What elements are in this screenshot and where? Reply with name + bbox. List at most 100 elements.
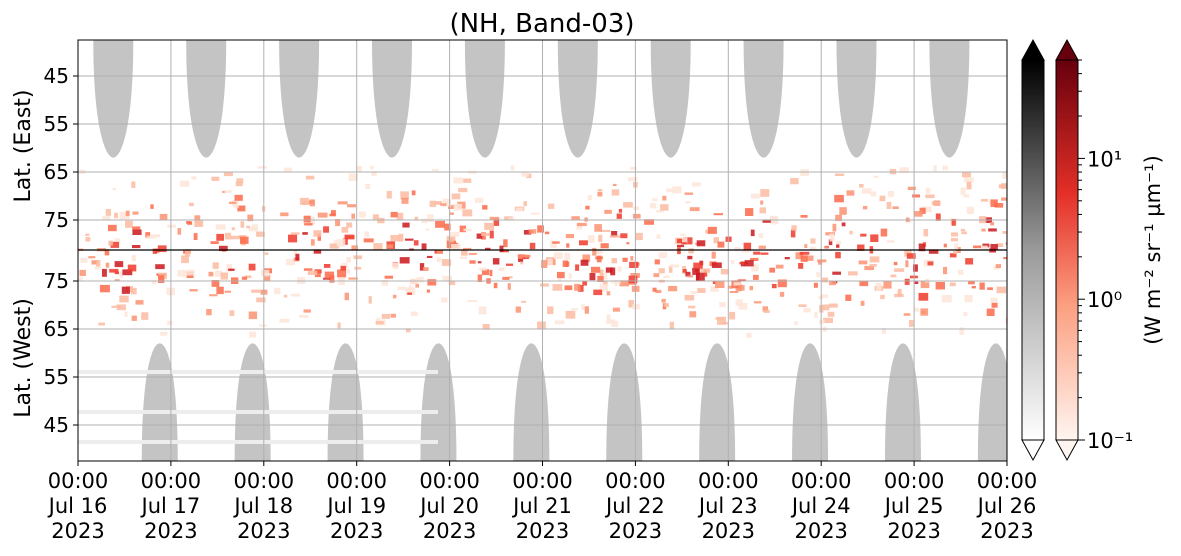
aurora-cell	[467, 300, 477, 303]
aurora-cell	[210, 241, 219, 244]
aurora-cell	[390, 211, 398, 218]
aurora-cell	[323, 264, 331, 268]
aurora-cell	[611, 258, 617, 264]
aurora-cell	[132, 245, 141, 249]
aurora-cell	[738, 285, 745, 291]
aurora-cell	[462, 209, 473, 217]
aurora-cell	[337, 201, 348, 205]
aurora-cell	[587, 195, 592, 201]
east-grey-lobe	[464, 40, 505, 158]
aurora-cell	[626, 242, 630, 245]
aurora-cell	[323, 226, 329, 233]
aurora-cell	[759, 207, 766, 214]
aurora-cell	[396, 212, 404, 221]
aurora-cell	[189, 202, 194, 207]
aurora-cell	[116, 304, 126, 311]
aurora-cell	[256, 297, 266, 303]
aurora-cell	[611, 280, 621, 284]
aurora-cell	[633, 206, 640, 211]
aurora-cell	[216, 233, 224, 241]
aurora-cell	[632, 304, 640, 310]
aurora-cell	[331, 210, 336, 216]
aurora-cell	[256, 231, 265, 237]
aurora-cell	[130, 287, 137, 295]
aurora-cell	[727, 285, 733, 289]
aurora-cell	[860, 300, 865, 306]
aurora-cell	[669, 321, 674, 330]
aurora-cell	[630, 273, 636, 277]
aurora-cell	[982, 243, 990, 248]
aurora-cell	[822, 277, 828, 283]
aurora-cell	[790, 229, 796, 238]
aurora-cell	[280, 212, 289, 217]
aurora-cell	[961, 231, 967, 235]
aurora-cell	[507, 283, 511, 290]
aurora-cell	[630, 256, 634, 261]
aurora-cell	[800, 255, 808, 262]
aurora-cell	[591, 266, 601, 273]
colorbar-tick-label: 10⁻¹	[1087, 429, 1133, 453]
aurora-cell	[109, 268, 119, 273]
west-grey-lobe	[977, 343, 1007, 461]
aurora-cell	[883, 281, 892, 289]
aurora-cell	[758, 233, 764, 238]
aurora-cell	[860, 233, 867, 237]
aurora-cell	[571, 216, 580, 221]
aurora-cell	[105, 209, 111, 216]
aurora-cell	[1005, 318, 1007, 324]
aurora-cell	[791, 225, 797, 231]
aurora-cell	[959, 327, 965, 335]
aurora-cell	[88, 256, 96, 259]
aurora-cell	[124, 311, 128, 317]
aurora-cell	[421, 243, 427, 251]
aurora-cell	[849, 230, 853, 235]
aurora-cell	[112, 188, 116, 191]
aurora-cell	[386, 244, 394, 249]
aurora-cell	[879, 195, 886, 202]
aurora-cell	[248, 263, 256, 271]
aurora-cell	[351, 213, 355, 219]
aurora-cell	[769, 267, 776, 273]
aurora-cell	[713, 237, 719, 244]
aurora-cell	[344, 292, 349, 301]
aurora-cell	[861, 188, 872, 194]
aurora-cell	[448, 204, 455, 209]
aurora-cell	[835, 251, 841, 259]
aurora-cell	[729, 311, 736, 320]
aurora-cell	[729, 291, 739, 293]
aurora-cell	[809, 246, 817, 250]
aurora-cell	[923, 229, 929, 237]
aurora-cell	[340, 265, 347, 271]
aurora-cell	[611, 231, 618, 237]
aurora-cell	[493, 218, 500, 226]
aurora-cell	[314, 269, 321, 278]
x-tick-label: 00:00 Jul 24 2023	[790, 469, 852, 543]
aurora-cell	[720, 269, 730, 275]
aurora-cell	[922, 206, 932, 213]
aurora-cell	[998, 184, 1006, 189]
aurora-cell	[576, 222, 583, 230]
aurora-cell	[829, 303, 838, 308]
aurora-cell	[584, 306, 589, 314]
aurora-cell	[836, 244, 840, 248]
aurora-cell	[307, 216, 315, 225]
aurora-cell	[236, 178, 244, 184]
aurora-cell	[159, 213, 168, 220]
aurora-cell	[745, 208, 754, 216]
aurora-cell	[628, 300, 634, 308]
aurora-cell	[692, 267, 700, 275]
aurora-cell	[435, 220, 445, 228]
aurora-cell	[770, 216, 778, 225]
aurora-cell	[544, 231, 550, 235]
aurora-cell	[906, 253, 916, 259]
aurora-cell	[515, 306, 521, 313]
aurora-cell	[991, 302, 998, 308]
aurora-cell	[353, 255, 363, 260]
aurora-cell	[832, 271, 841, 275]
aurora-cell	[104, 249, 110, 256]
aurora-cell	[364, 231, 370, 238]
aurora-cell	[594, 224, 602, 232]
aurora-cell	[301, 200, 310, 205]
aurora-cell	[964, 177, 974, 183]
